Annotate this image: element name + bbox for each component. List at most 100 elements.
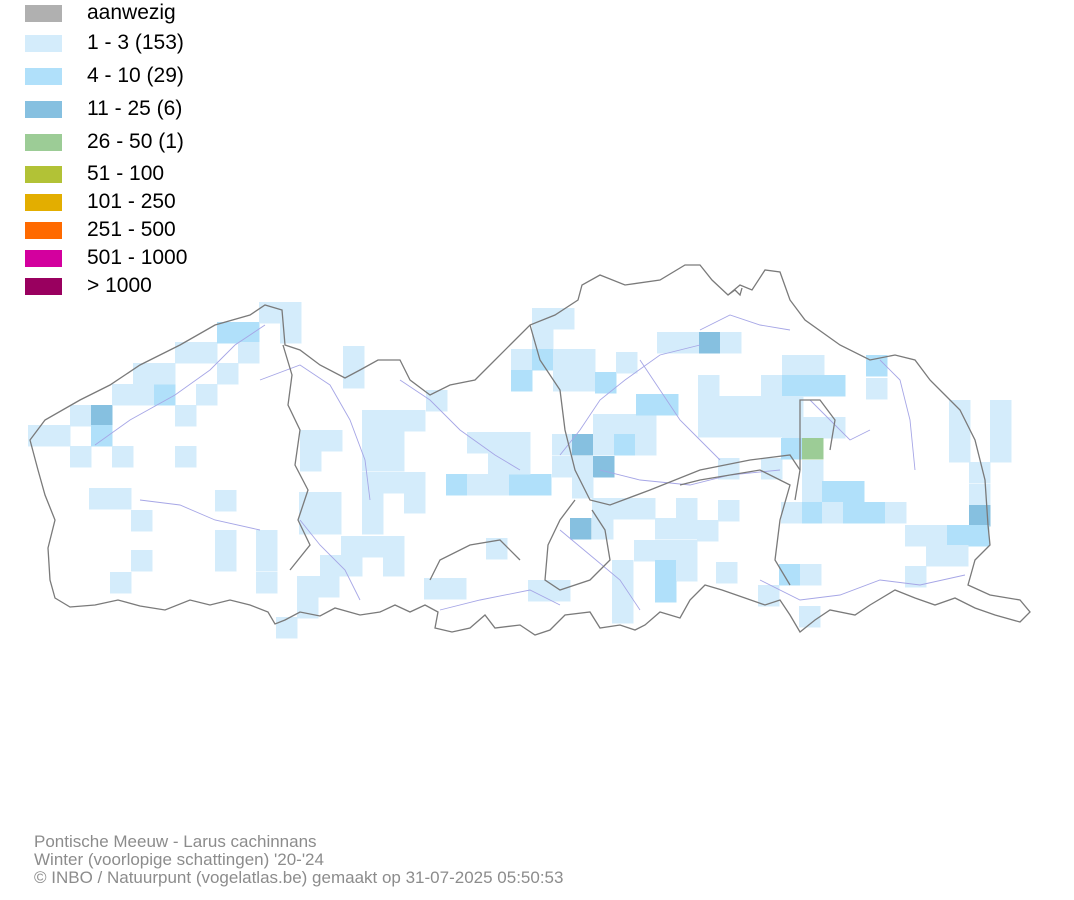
legend-label: 251 - 500 [87, 218, 176, 241]
grid-cell [70, 405, 92, 427]
grid-cell [318, 576, 340, 598]
grid-cell [676, 560, 698, 582]
legend-swatch [25, 249, 62, 267]
grid-cell [866, 378, 888, 400]
grid-cell [320, 555, 342, 577]
grid-cell [320, 492, 342, 514]
grid-cell [990, 400, 1012, 422]
grid-cells [28, 302, 1012, 639]
grid-cell [256, 550, 278, 572]
grid-cell [990, 420, 1012, 442]
legend-swatch [25, 34, 62, 52]
grid-cell [553, 308, 575, 330]
grid-cell [528, 580, 550, 602]
grid-cell [824, 375, 846, 397]
grid-cell [657, 332, 679, 354]
grid-cell [969, 484, 991, 506]
grid-cell [110, 572, 132, 594]
legend-swatch [25, 67, 62, 85]
grid-cell [215, 490, 237, 512]
grid-cell [276, 617, 298, 639]
grid-cell [426, 390, 448, 412]
grid-cell [720, 332, 742, 354]
grid-cell [299, 492, 321, 514]
grid-cell [782, 355, 804, 377]
grid-cell [28, 425, 50, 447]
legend-label: 101 - 250 [87, 190, 176, 213]
grid-cell [256, 530, 278, 552]
grid-cell [990, 441, 1012, 463]
grid-cell [740, 396, 762, 418]
grid-cell [570, 518, 592, 540]
grid-cell [782, 375, 804, 397]
grid-cell [488, 474, 510, 496]
grid-cell [112, 384, 134, 406]
grid-cell [905, 566, 927, 588]
grid-cell [969, 505, 991, 527]
region-borders [29, 264, 1031, 636]
legend-swatch [25, 193, 62, 211]
grid-cell [300, 430, 322, 452]
grid-cell [822, 481, 844, 503]
grid-cell [803, 355, 825, 377]
grid-cell [321, 430, 343, 452]
grid-cell [697, 520, 719, 542]
legend-item: > 1000 [25, 273, 152, 299]
grid-cell [593, 414, 615, 436]
legend-swatch [25, 133, 62, 151]
map-credits: Pontische Meeuw - Larus cachinnans Winte… [34, 833, 563, 887]
grid-cell [655, 518, 677, 540]
grid-cell [655, 540, 677, 562]
grid-cell [362, 536, 384, 558]
grid-cell [676, 498, 698, 520]
grid-cell [49, 425, 71, 447]
grid-cell [445, 578, 467, 600]
grid-cell [864, 502, 886, 524]
grid-cell [698, 416, 720, 438]
grid-cell [616, 352, 638, 374]
grid-cell [593, 456, 615, 478]
grid-cell [383, 450, 405, 472]
grid-cell [383, 555, 405, 577]
grid-cell [572, 434, 594, 456]
grid-cell [574, 349, 596, 371]
legend-label: 501 - 1000 [87, 246, 188, 269]
legend-item: aanwezig [25, 0, 176, 26]
legend-item: 101 - 250 [25, 189, 176, 215]
grid-cell [595, 372, 617, 394]
grid-cell [758, 585, 780, 607]
grid-cell [404, 492, 426, 514]
grid-cell [718, 500, 740, 522]
grid-cell [383, 536, 405, 558]
grid-cell [131, 550, 153, 572]
grid-cell [467, 474, 489, 496]
grid-cell [70, 446, 92, 468]
grid-cell [343, 346, 365, 368]
grid-cell [676, 518, 698, 540]
grid-cell [446, 474, 468, 496]
grid-cell [612, 560, 634, 582]
grid-cell [885, 502, 907, 524]
grid-cell [968, 525, 990, 547]
legend-label: aanwezig [87, 1, 176, 24]
grid-cell [634, 498, 656, 520]
copyright-line: © INBO / Natuurpunt (vogelatlas.be) gema… [34, 868, 564, 887]
grid-cell [112, 446, 134, 468]
grid-cell [761, 375, 783, 397]
grid-cell [779, 564, 801, 586]
grid-cell [802, 502, 824, 524]
grid-cell [761, 416, 783, 438]
grid-cell [740, 416, 762, 438]
grid-cell [91, 405, 113, 427]
grid-cell [280, 322, 302, 344]
grid-cell [612, 581, 634, 603]
grid-cell [424, 578, 446, 600]
grid-cell [678, 332, 700, 354]
grid-cell [532, 328, 554, 350]
grid-cell [719, 416, 741, 438]
grid-cell [969, 462, 991, 484]
grid-cell [280, 302, 302, 324]
species-title: Pontische Meeuw - Larus cachinnans [34, 832, 317, 851]
period-subtitle: Winter (voorlopige schattingen) '20-'24 [34, 850, 324, 869]
